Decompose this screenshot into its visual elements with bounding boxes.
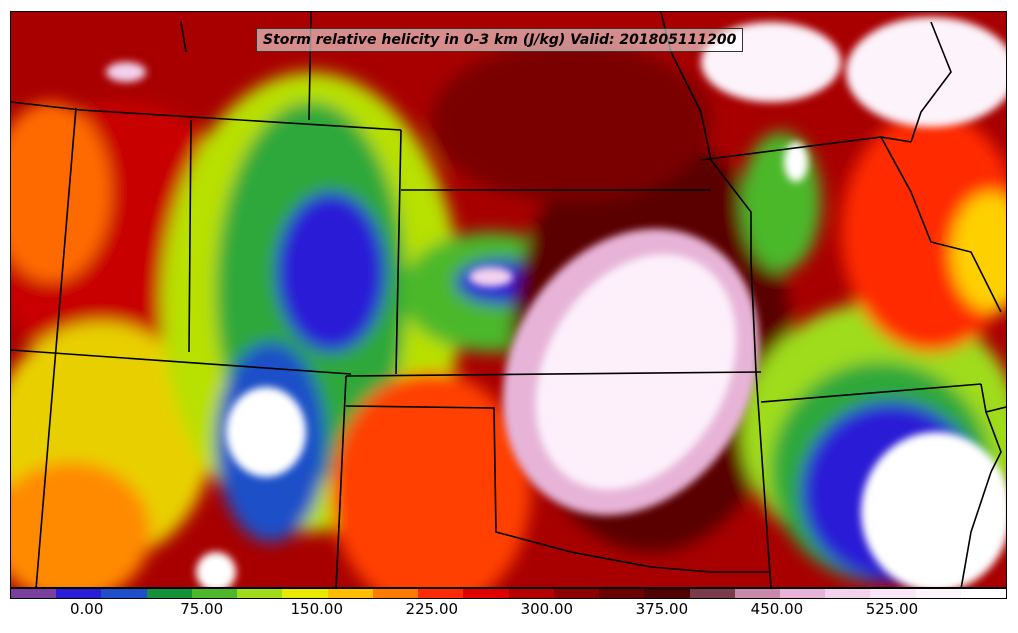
border-wy-west xyxy=(35,107,77,587)
colorbar-swatch xyxy=(56,589,102,598)
field-rockies-blue xyxy=(276,192,386,352)
colorbar-tick-label: 375.00 xyxy=(635,600,689,618)
field-ok-white xyxy=(536,254,736,490)
border-ia-west xyxy=(670,51,752,262)
colorbar-tick-label: 225.00 xyxy=(405,600,459,618)
border-wy-north xyxy=(11,101,402,131)
border-nd-sd xyxy=(180,21,187,53)
field-sw-orange xyxy=(11,462,151,587)
field-nm-white xyxy=(226,387,306,477)
colorbar-tick-label: 300.00 xyxy=(520,600,574,618)
field-north-dark xyxy=(431,42,711,202)
field-ne-white2 xyxy=(846,17,1006,127)
field-texas-orange xyxy=(331,372,531,587)
colorbar-swatch xyxy=(463,589,509,598)
border-il xyxy=(880,136,1002,313)
field-tx-white xyxy=(196,552,236,587)
colorbar-swatch xyxy=(191,589,238,598)
colorbar-swatch xyxy=(870,589,916,598)
colorbar-swatch xyxy=(960,589,1007,598)
border-la xyxy=(960,471,992,587)
field-se-white xyxy=(861,432,1006,587)
map-title: Storm relative helicity in 0-3 km (J/kg)… xyxy=(256,28,744,52)
colorbar xyxy=(10,588,1007,599)
colorbar-swatch xyxy=(689,589,735,598)
colorbar-tick-label: 75.00 xyxy=(180,600,224,618)
colorbar-swatch xyxy=(644,589,690,598)
border-ar-north xyxy=(760,383,982,403)
border-ok-panhandle xyxy=(345,405,771,573)
border-ms xyxy=(985,411,1002,473)
colorbar-swatch xyxy=(418,589,464,598)
colorbar-ticks: 0.00 75.00 150.00 225.00 300.00 375.00 450.00 5… xyxy=(10,600,1007,626)
border-nm-east xyxy=(335,375,347,587)
colorbar-tick-label: 450.00 xyxy=(750,600,804,618)
colorbar-swatch xyxy=(779,589,826,598)
colorbar-swatch xyxy=(553,589,600,598)
border-co-north xyxy=(11,349,352,375)
colorbar-tick-label: 525.00 xyxy=(865,600,919,618)
colorbar-tick-label: 0.00 xyxy=(69,600,104,618)
border-mo-west xyxy=(750,261,772,587)
colorbar-swatch xyxy=(146,589,192,598)
colorbar-swatch xyxy=(11,589,57,598)
border-ks-south xyxy=(345,371,762,377)
colorbar-swatch xyxy=(282,589,328,598)
colorbar-swatch xyxy=(915,589,961,598)
field-west-orange xyxy=(11,102,111,282)
colorbar-tick-label: 150.00 xyxy=(290,600,344,618)
helicity-map xyxy=(11,12,1006,587)
colorbar-swatch xyxy=(734,589,780,598)
colorbar-swatch xyxy=(327,589,373,598)
field-ia-white xyxy=(784,142,808,182)
field-nw-white xyxy=(106,62,146,82)
colorbar-swatch xyxy=(372,589,419,598)
field-kansas-white xyxy=(469,267,513,287)
border-co-east xyxy=(395,129,402,375)
map-panel: Storm relative helicity in 0-3 km (J/kg)… xyxy=(10,11,1007,588)
colorbar-swatch xyxy=(508,589,554,598)
field-east-yellow xyxy=(951,192,1006,312)
border-ut xyxy=(188,119,192,353)
colorbar-swatch xyxy=(825,589,871,598)
colorbar-swatch xyxy=(237,589,283,598)
colorbar-swatch xyxy=(599,589,645,598)
border-wi xyxy=(910,21,952,143)
colorbar-swatch xyxy=(101,589,147,598)
